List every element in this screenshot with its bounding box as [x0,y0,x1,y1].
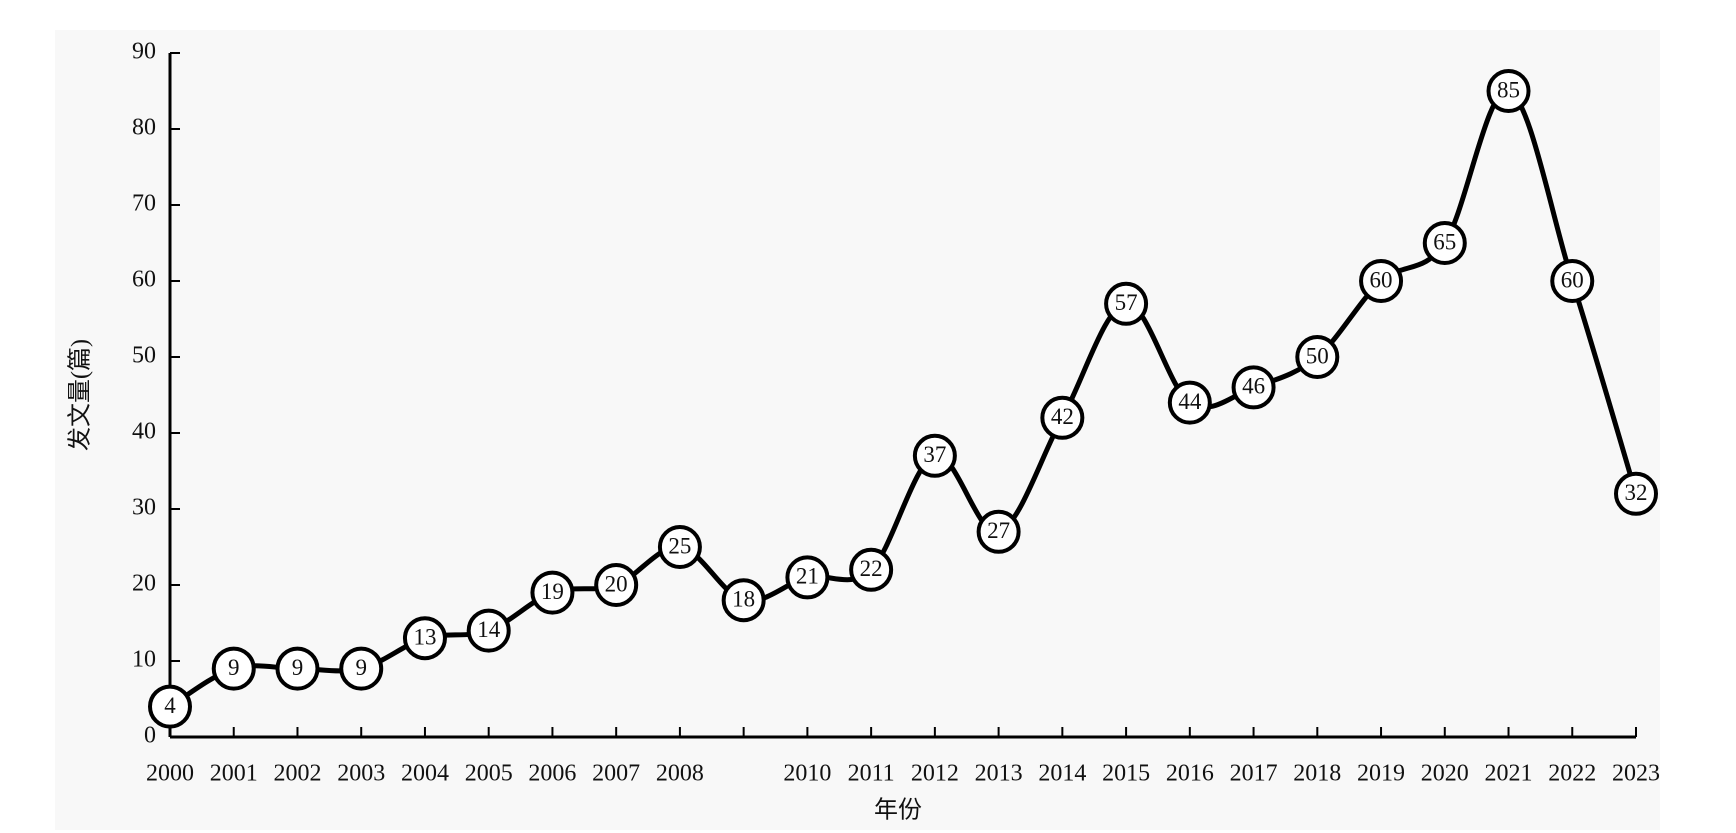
x-tick-label: 2002 [273,761,321,787]
x-tick-label: 2015 [1102,761,1150,787]
x-tick-label: 2010 [783,761,831,787]
x-tick-label: 2003 [337,761,385,787]
x-tick-label: 2020 [1421,761,1469,787]
x-tick-label: 2022 [1548,761,1596,787]
marker [1422,221,1467,265]
marker [1359,259,1404,303]
y-tick-label: 10 [132,647,156,673]
data-label: 32 [1625,480,1648,505]
marker [148,684,192,729]
marker [211,646,256,691]
data-label: 46 [1242,374,1265,399]
x-tick-label: 2016 [1166,761,1214,787]
marker [530,570,575,615]
data-label: 4 [164,693,176,718]
data-label: 21 [796,564,819,589]
marker [1486,69,1531,113]
x-tick-label: 2014 [1038,761,1086,787]
data-label: 50 [1306,343,1329,368]
x-tick-label: 2019 [1357,761,1405,787]
data-label: 14 [477,617,501,642]
marker [1550,259,1595,303]
x-tick-label: 2005 [465,761,513,787]
x-tick-label: 2018 [1293,761,1341,787]
marker [1614,471,1658,516]
y-axis-label: 发文量(篇) [67,339,94,451]
y-tick-label: 50 [132,343,156,369]
y-tick-label: 60 [132,267,156,293]
data-label: 85 [1497,77,1520,102]
data-label: 18 [732,586,755,611]
x-tick-label: 2000 [146,761,194,787]
x-tick-label: 2011 [848,761,895,787]
data-label: 9 [355,655,367,680]
marker [339,646,384,691]
data-label: 27 [987,518,1010,543]
marker [594,563,639,607]
y-tick-label: 0 [144,723,156,749]
data-label: 9 [292,655,304,680]
data-label: 25 [668,533,691,558]
marker [1295,335,1340,379]
y-tick-label: 40 [132,419,156,445]
x-tick-label: 2013 [975,761,1023,787]
y-tick-label: 20 [132,571,156,597]
data-label: 42 [1051,404,1074,429]
marker [976,509,1021,554]
data-label: 65 [1433,229,1456,254]
data-label: 44 [1178,389,1202,414]
marker [1040,395,1085,440]
x-tick-label: 2012 [911,761,959,787]
marker [402,616,447,661]
plot-background [55,30,1660,830]
data-label: 9 [228,655,240,680]
marker [785,555,830,600]
y-tick-label: 70 [132,191,156,217]
y-tick-label: 80 [132,115,156,141]
marker [721,578,766,623]
x-tick-label: 2021 [1485,761,1533,787]
data-label: 60 [1561,267,1584,292]
marker [466,608,511,653]
x-tick-label: 2007 [592,761,640,787]
marker [1104,281,1149,326]
y-tick-label: 90 [132,39,156,65]
x-tick-label: 2001 [210,761,258,787]
x-tick-label: 2004 [401,761,449,787]
marker [657,525,702,569]
data-label: 19 [541,579,564,604]
y-tick-label: 30 [132,495,156,521]
marker [1231,365,1276,410]
x-axis-label: 年份 [874,797,922,824]
marker [912,433,957,478]
data-label: 22 [860,556,883,581]
x-tick-label: 2006 [528,761,576,787]
data-label: 60 [1370,267,1393,292]
data-label: 13 [413,624,436,649]
data-label: 37 [923,442,946,467]
data-label: 20 [605,571,628,596]
marker [275,646,320,691]
x-tick-label: 2008 [656,761,704,787]
marker [1167,380,1212,425]
data-label: 57 [1115,290,1138,315]
marker [849,547,894,592]
x-tick-label: 2017 [1230,761,1278,787]
x-tick-label: 2023 [1612,761,1660,787]
